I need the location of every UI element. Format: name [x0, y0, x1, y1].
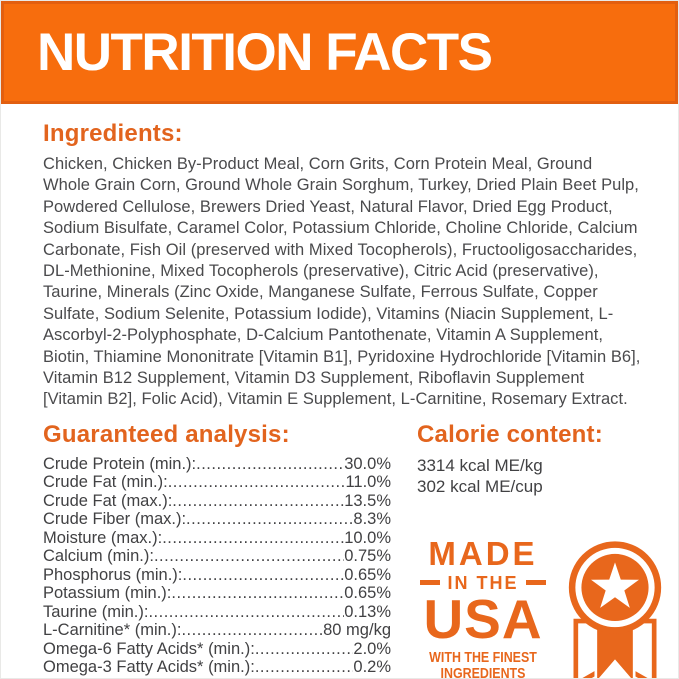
analysis-row: Moisture (max.): 10.0%: [43, 529, 391, 548]
dot-leader: [172, 492, 344, 511]
analysis-value: 0.65%: [344, 565, 391, 584]
analysis-value: 10.0%: [344, 528, 391, 547]
analysis-label: Moisture (max.):: [43, 528, 163, 547]
made-in-usa-text: MADE IN THE USA WITH THE FINEST INGREDIE…: [417, 534, 549, 679]
analysis-row: Potassium (min.): 0.65%: [43, 584, 391, 603]
analysis-value: 0.75%: [344, 547, 391, 566]
analysis-label: Crude Fat (min.):: [43, 473, 168, 492]
analysis-value: 0.13%: [344, 602, 391, 621]
calorie-content-heading: Calorie content:: [417, 420, 603, 448]
ingredients-heading: Ingredients:: [43, 120, 183, 147]
analysis-value: 13.5%: [344, 491, 391, 510]
analysis-label: Crude Fat (max.):: [43, 491, 173, 510]
guaranteed-analysis-heading: Guaranteed analysis:: [43, 420, 290, 448]
award-ribbon-star-icon: [559, 539, 671, 678]
dot-leader: [171, 584, 344, 603]
page-title: NUTRITION FACTS: [37, 23, 493, 82]
analysis-row: L-Carnitine* (min.): 80 mg/kg: [43, 621, 391, 640]
finest-ingredients-tagline: WITH THE FINEST INGREDIENTS FROM AROUND …: [429, 648, 537, 679]
made-label: MADE: [428, 534, 538, 572]
label-content: Ingredients: Chicken, Chicken By-Product…: [1, 104, 678, 678]
analysis-value: 80 mg/kg: [323, 621, 391, 640]
analysis-row: Crude Protein (min.): 30.0%: [43, 455, 391, 474]
analysis-value: 30.0%: [344, 454, 391, 473]
dot-leader: [181, 621, 323, 640]
analysis-row: Crude Fat (max.): 13.5%: [43, 492, 391, 511]
guaranteed-analysis-list: Crude Protein (min.):30.0%Crude Fat (min…: [43, 455, 395, 677]
analysis-row: Omega-6 Fatty Acids* (min.): 2.0%: [43, 640, 391, 659]
dot-leader: [196, 455, 344, 474]
ingredients-section: Ingredients: Chicken, Chicken By-Product…: [43, 120, 642, 411]
dot-leader: [168, 473, 346, 492]
calorie-values: 3314 kcal ME/kg 302 kcal ME/cup: [417, 455, 671, 497]
ingredients-text: Chicken, Chicken By-Product Meal, Corn G…: [43, 155, 641, 409]
analysis-row: Crude Fiber (max.): 8.3%: [43, 510, 391, 529]
analysis-row: Omega-3 Fatty Acids* (min.): 0.2%: [43, 658, 391, 677]
in-the-row: IN THE: [417, 573, 549, 593]
calorie-kg-value: 3314 kcal ME/kg: [417, 455, 543, 475]
analysis-label: Crude Fiber (max.):: [43, 510, 187, 529]
dot-leader: [162, 529, 344, 548]
dot-leader: [154, 547, 344, 566]
in-the-label: IN THE: [447, 572, 519, 593]
dot-leader: [255, 658, 354, 677]
calorie-content-section: Calorie content: 3314 kcal ME/kg 302 kca…: [417, 420, 671, 679]
analysis-value: 2.0%: [353, 639, 391, 658]
dot-leader: [182, 566, 344, 585]
dot-leader: [186, 510, 353, 529]
masthead: NUTRITION FACTS: [1, 1, 678, 104]
usa-label: USA: [423, 587, 543, 650]
analysis-label: L-Carnitine* (min.):: [43, 621, 182, 640]
calorie-cup-value: 302 kcal ME/cup: [417, 476, 543, 496]
lower-columns: Guaranteed analysis: Crude Protein (min.…: [43, 420, 662, 678]
guaranteed-analysis-section: Guaranteed analysis: Crude Protein (min.…: [43, 420, 395, 678]
analysis-row: Crude Fat (min.): 11.0%: [43, 473, 391, 492]
right-dash: [525, 580, 546, 586]
analysis-value: 11.0%: [345, 473, 391, 492]
analysis-row: Calcium (min.): 0.75%: [43, 547, 391, 566]
analysis-value: 8.3%: [353, 510, 391, 529]
analysis-label: Phosphorus (min.):: [43, 565, 183, 584]
analysis-row: Taurine (min.): 0.13%: [43, 603, 391, 622]
dot-leader: [255, 640, 354, 659]
analysis-label: Omega-3 Fatty Acids* (min.):: [43, 658, 255, 677]
analysis-label: Calcium (min.):: [43, 547, 154, 566]
dot-leader: [148, 603, 344, 622]
analysis-value: 0.65%: [344, 584, 391, 603]
analysis-value: 0.2%: [353, 658, 391, 677]
analysis-row: Phosphorus (min.): 0.65%: [43, 566, 391, 585]
left-dash: [420, 580, 441, 586]
analysis-label: Potassium (min.):: [43, 584, 172, 603]
made-in-usa-badge: MADE IN THE USA WITH THE FINEST INGREDIE…: [417, 534, 671, 679]
analysis-label: Taurine (min.):: [43, 602, 149, 621]
analysis-label: Crude Protein (min.):: [43, 454, 197, 473]
analysis-label: Omega-6 Fatty Acids* (min.):: [43, 639, 255, 658]
